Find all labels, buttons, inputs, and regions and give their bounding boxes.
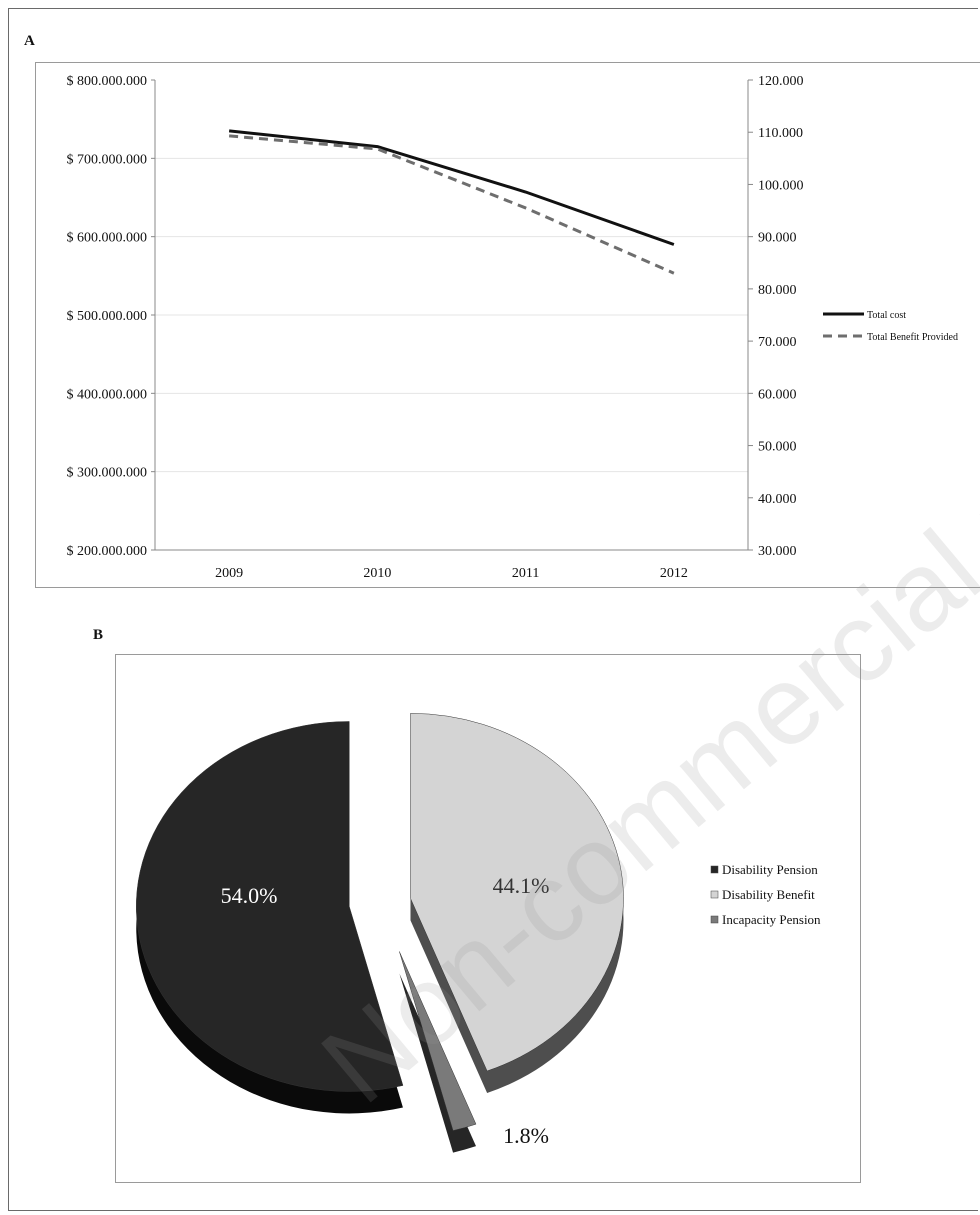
- y-right-tick-label: 50.000: [758, 440, 797, 455]
- x-tick-label: 2009: [215, 566, 243, 581]
- legend-label: Total Benefit Provided: [867, 332, 958, 343]
- legend-label: Incapacity Pension: [722, 912, 821, 927]
- legend-swatch: [710, 865, 719, 874]
- legend-label: Total cost: [867, 310, 906, 321]
- pie-slice-disability-pension: [136, 721, 404, 1092]
- legend-swatch: [710, 915, 719, 924]
- y-right-tick-label: 70.000: [758, 335, 797, 350]
- y-right-tick-label: 80.000: [758, 283, 797, 298]
- y-right-tick-label: 30.000: [758, 544, 797, 559]
- y-left-tick-label: $ 300.000.000: [67, 466, 148, 481]
- y-left-tick-label: $ 600.000.000: [67, 231, 148, 246]
- x-tick-label: 2012: [660, 566, 688, 581]
- y-right-tick-label: 60.000: [758, 387, 797, 402]
- pie-data-label-incapacity-pension: 1.8%: [503, 1123, 549, 1148]
- panel-b-label: B: [93, 627, 104, 643]
- pie-chart: 54.0% 44.1% 1.8% Disability Pension Disabili…: [136, 713, 821, 1153]
- y-right-tick-label: 110.000: [758, 126, 803, 141]
- y-right-tick-label: 120.000: [758, 74, 804, 89]
- y-left-tick-label: $ 200.000.000: [67, 544, 148, 559]
- pie-data-label-disability-pension: 54.0%: [221, 883, 278, 908]
- line-chart-box: $ 800.000.000 $ 700.000.000 $ 600.000.000 $…: [35, 62, 980, 588]
- line-chart: $ 800.000.000 $ 700.000.000 $ 600.000.000 $…: [67, 74, 958, 581]
- y-left-tick-label: $ 800.000.000: [67, 74, 148, 89]
- pie-chart-box: 54.0% 44.1% 1.8% Disability Pension Disabili…: [115, 654, 861, 1183]
- y-left-tick-label: $ 700.000.000: [67, 152, 148, 167]
- y-right-tick-label: 90.000: [758, 231, 797, 246]
- legend-label: Disability Benefit: [722, 887, 815, 902]
- y-right-tick-label: 100.000: [758, 178, 804, 193]
- legend-swatch: [710, 890, 719, 899]
- legend-label: Disability Pension: [722, 862, 818, 877]
- x-tick-label: 2010: [363, 566, 391, 581]
- figure-frame: [8, 8, 978, 1211]
- y-right-tick-label: 40.000: [758, 492, 797, 507]
- y-left-tick-label: $ 400.000.000: [67, 387, 148, 402]
- panel-a-label: A: [24, 33, 35, 49]
- series-line-total-benefit: [228, 134, 675, 275]
- pie-slice-incapacity-pension: [399, 951, 477, 1131]
- pie-slice-disability-benefit: [410, 713, 624, 1072]
- pie-data-label-disability-benefit: 44.1%: [493, 873, 550, 898]
- y-left-tick-label: $ 500.000.000: [67, 309, 148, 324]
- x-tick-label: 2011: [512, 566, 539, 581]
- series-line-total-cost: [228, 129, 675, 246]
